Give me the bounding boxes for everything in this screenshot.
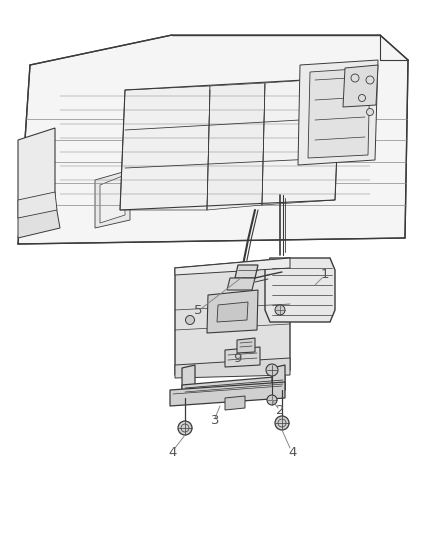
Polygon shape bbox=[175, 358, 290, 378]
Polygon shape bbox=[235, 265, 258, 278]
Polygon shape bbox=[225, 396, 245, 410]
Polygon shape bbox=[207, 290, 258, 333]
Circle shape bbox=[186, 316, 194, 325]
Polygon shape bbox=[272, 365, 285, 392]
Text: 4: 4 bbox=[169, 446, 177, 458]
Polygon shape bbox=[265, 258, 335, 322]
Circle shape bbox=[366, 76, 374, 84]
Polygon shape bbox=[18, 192, 57, 218]
Text: 3: 3 bbox=[211, 415, 219, 427]
Polygon shape bbox=[175, 258, 290, 275]
Polygon shape bbox=[237, 338, 255, 353]
Text: 9: 9 bbox=[233, 351, 241, 365]
Polygon shape bbox=[217, 302, 248, 322]
Polygon shape bbox=[175, 258, 290, 375]
Text: 5: 5 bbox=[194, 304, 202, 318]
Circle shape bbox=[267, 395, 277, 405]
Circle shape bbox=[275, 305, 285, 315]
Polygon shape bbox=[18, 200, 60, 238]
Polygon shape bbox=[207, 83, 265, 210]
Polygon shape bbox=[182, 376, 285, 398]
Polygon shape bbox=[227, 278, 255, 290]
Polygon shape bbox=[298, 60, 378, 165]
Circle shape bbox=[351, 74, 359, 82]
Polygon shape bbox=[120, 86, 210, 210]
Polygon shape bbox=[170, 382, 285, 406]
Polygon shape bbox=[262, 78, 340, 205]
Polygon shape bbox=[95, 170, 130, 228]
Polygon shape bbox=[182, 365, 195, 390]
Polygon shape bbox=[225, 347, 260, 367]
Polygon shape bbox=[18, 35, 408, 244]
Polygon shape bbox=[100, 175, 125, 223]
Text: 2: 2 bbox=[276, 403, 284, 416]
Polygon shape bbox=[18, 128, 55, 210]
Circle shape bbox=[266, 364, 278, 376]
Polygon shape bbox=[343, 65, 378, 107]
Polygon shape bbox=[308, 68, 370, 158]
Text: 4: 4 bbox=[289, 446, 297, 458]
Circle shape bbox=[358, 94, 365, 101]
Text: 1: 1 bbox=[321, 269, 329, 281]
Circle shape bbox=[275, 416, 289, 430]
Circle shape bbox=[367, 109, 374, 116]
Circle shape bbox=[178, 421, 192, 435]
